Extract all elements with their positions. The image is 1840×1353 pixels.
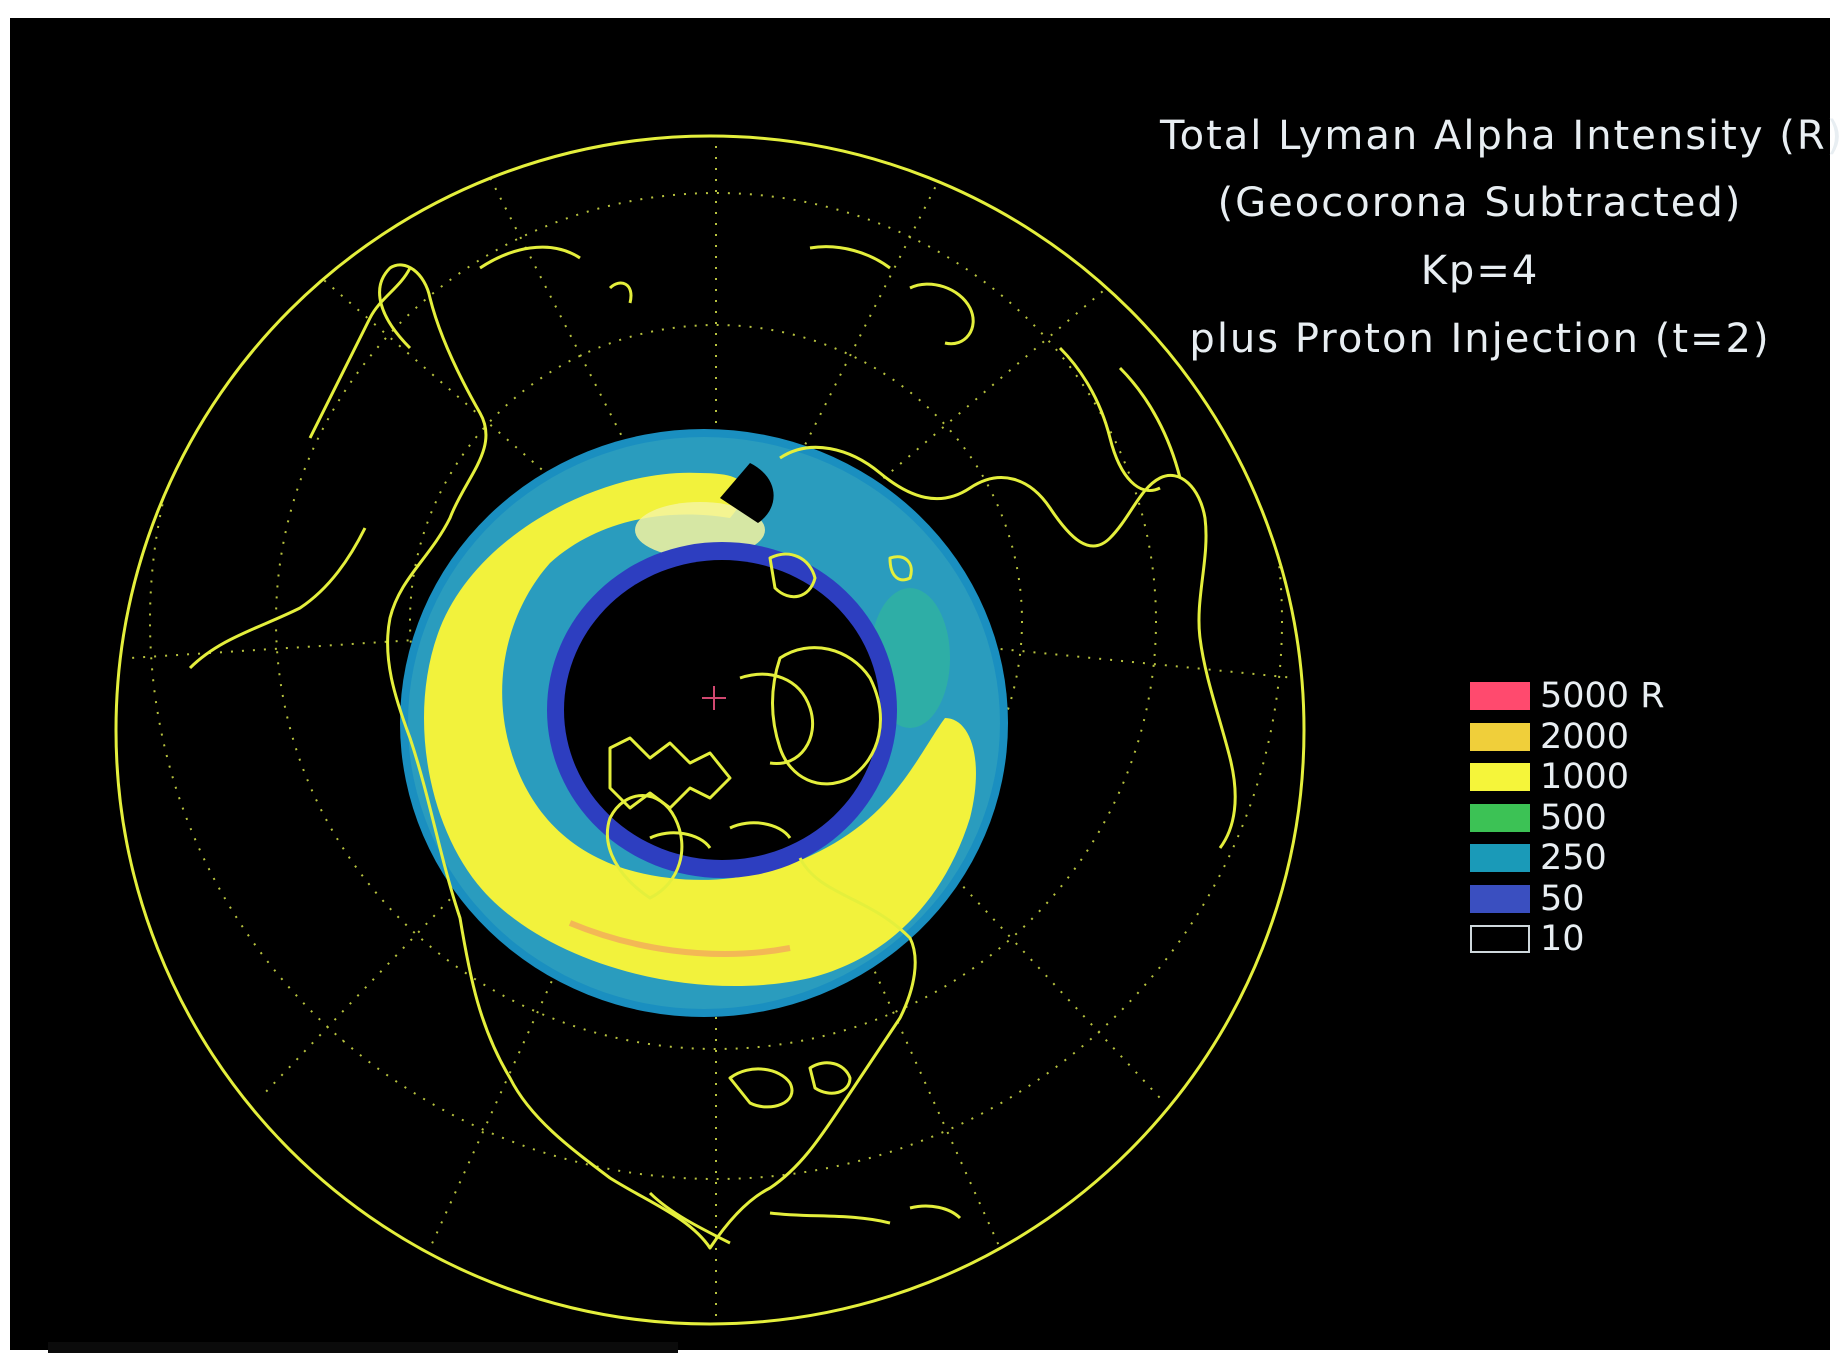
coastline-greenland	[771, 646, 882, 786]
image-frame: Total Lyman Alpha Intensity (R) (Geocoro…	[10, 18, 1840, 1350]
legend-label: 500	[1540, 797, 1607, 838]
legend-label: 50	[1540, 878, 1585, 919]
legend-swatch	[1470, 763, 1530, 791]
legend-label: 10	[1540, 919, 1585, 959]
scan-edge-strip	[48, 1342, 678, 1353]
coastline-canadian-archipelago	[608, 672, 815, 849]
title-line-3: Kp=4	[1420, 248, 1540, 294]
legend-label: 250	[1540, 838, 1607, 878]
legend-label: 5000 R	[1540, 676, 1665, 716]
coastlines	[188, 245, 1237, 1250]
legend-swatch	[1470, 884, 1530, 913]
globe-limb	[114, 134, 1306, 1326]
coastline-scandinavia	[1058, 346, 1182, 492]
latitude-circle	[409, 324, 1023, 918]
coastline-asia-north	[479, 245, 975, 346]
coastline-great-lakes	[728, 1061, 852, 1109]
title-line-1: Total Lyman Alpha Intensity (R)	[1160, 113, 1840, 159]
legend-label: 2000	[1540, 716, 1630, 757]
meridian	[715, 620, 1296, 679]
legend-label: 1000	[1540, 757, 1630, 797]
title-line-4: plus Proton Injection (t=2)	[1189, 316, 1771, 362]
oval-gap-notch	[720, 463, 774, 523]
legend-swatch	[1470, 722, 1530, 751]
coastline-hudson-bay	[605, 794, 684, 900]
latitude-circle	[149, 136, 1283, 1180]
oval-pink-streak	[568, 920, 791, 957]
legend-swatch	[1470, 925, 1530, 953]
coastline-north-america	[378, 263, 917, 1250]
polar-cap	[564, 560, 880, 860]
legend-swatch	[1470, 803, 1530, 832]
meridian	[715, 620, 1001, 1249]
coastline-alaska	[188, 267, 412, 670]
auroral-oval	[400, 429, 1008, 1017]
coastline-florida-caribbean	[648, 1191, 962, 1245]
coastline-eurasia	[779, 445, 1237, 849]
oval-bright-band	[424, 472, 976, 987]
latitude-circle	[275, 192, 1157, 1050]
title-line-2: (Geocorona Subtracted)	[1217, 180, 1743, 226]
legend-swatch	[1470, 682, 1530, 710]
coastline-arctic-islands	[768, 552, 913, 599]
pole-marker-cross	[702, 686, 726, 710]
polar-globe-map	[114, 134, 1306, 1326]
legend-swatch	[1470, 844, 1530, 872]
